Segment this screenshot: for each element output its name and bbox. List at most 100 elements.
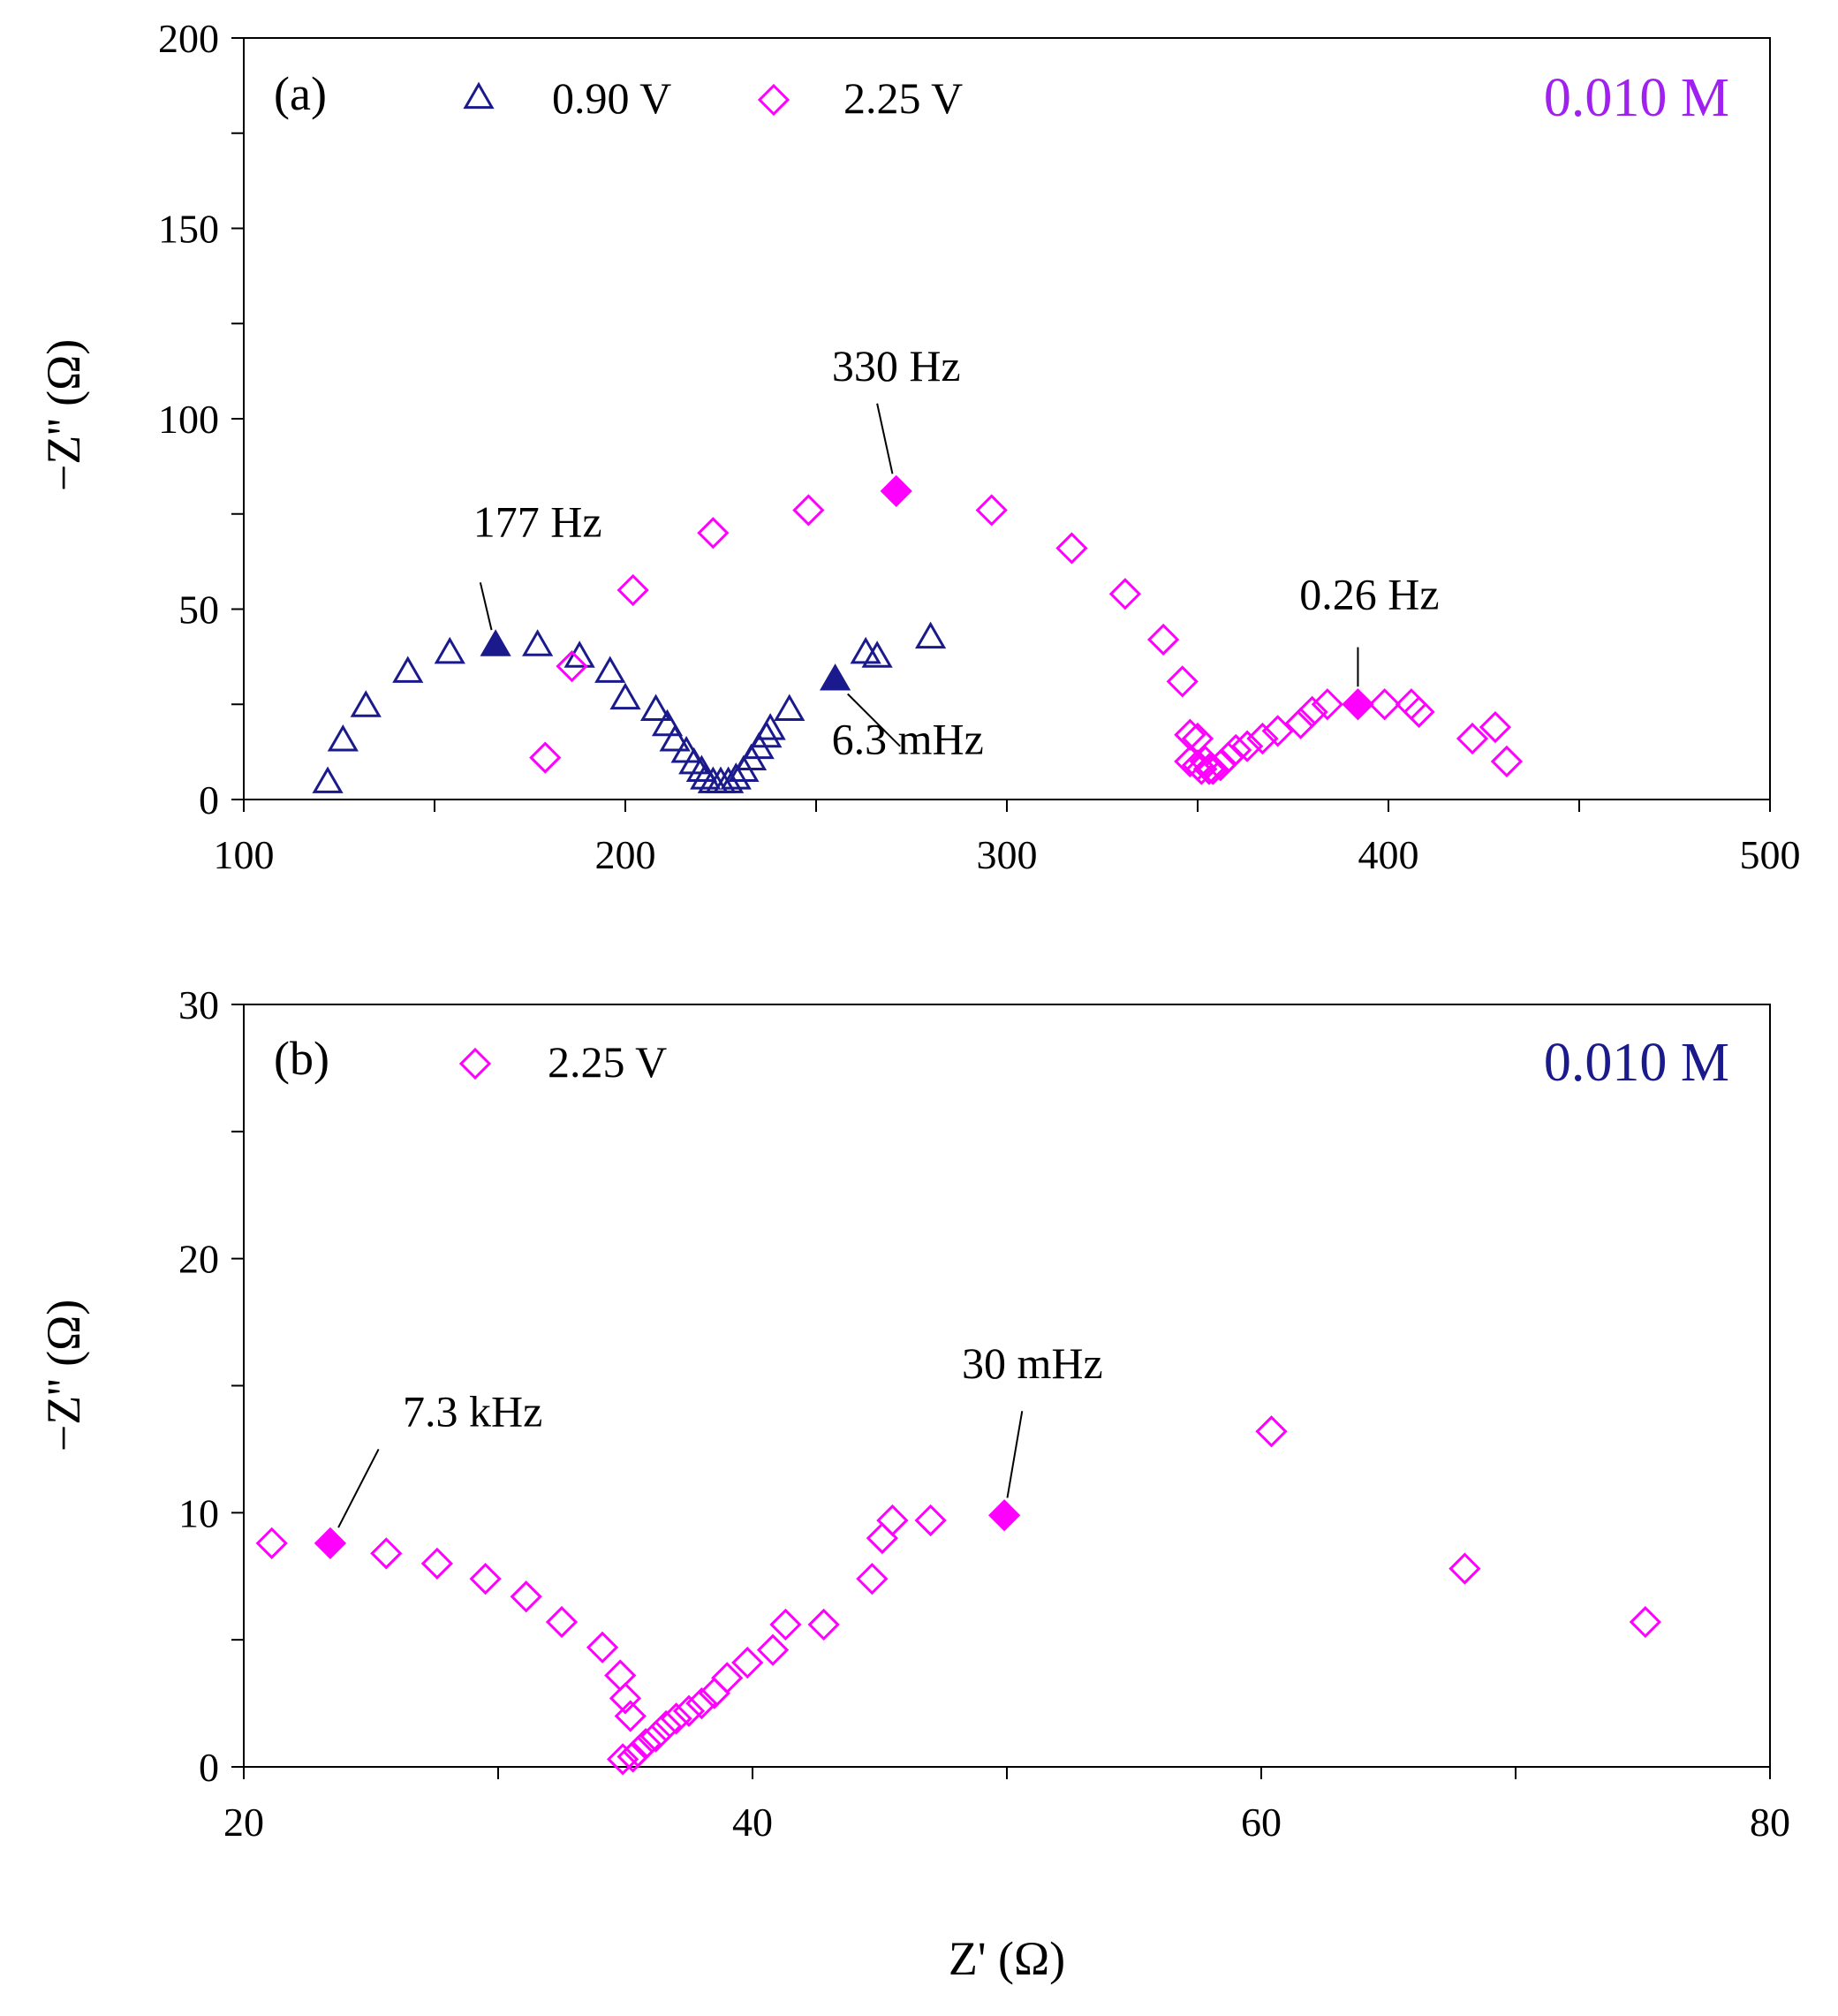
diamond-point bbox=[1204, 749, 1237, 782]
diamond-point bbox=[697, 517, 730, 549]
y-tick-label: 0 bbox=[199, 1745, 219, 1790]
legend-label-2.25v: 2.25 V bbox=[548, 1037, 667, 1087]
diamond-point bbox=[586, 1631, 619, 1664]
panel-a: (a) 0.010 M −Z'' (Ω) 0.90 V 2.25 V 100 20… bbox=[37, 16, 1801, 877]
diamond-point bbox=[1246, 722, 1279, 755]
diamond-point bbox=[1284, 707, 1317, 739]
panel-b: (b) 0.010 M −Z'' (Ω) Z' (Ω) 2.25 V 20 40 6… bbox=[37, 982, 1790, 1985]
diamond-point bbox=[685, 1686, 718, 1720]
diamond-point bbox=[1212, 741, 1244, 774]
annotation-leader-line bbox=[876, 403, 894, 474]
diamond-point bbox=[731, 1646, 764, 1679]
panel-b-label: (b) bbox=[274, 1032, 329, 1085]
diamond-point bbox=[1368, 688, 1401, 721]
legend-diamond-marker-shape bbox=[757, 83, 790, 117]
series-0.90v bbox=[312, 621, 947, 793]
panel-b-x-axis-title: Z' (Ω) bbox=[949, 1932, 1065, 1985]
triangle-point bbox=[774, 693, 806, 722]
panel-a-label: (a) bbox=[274, 67, 327, 120]
diamond-point bbox=[1403, 695, 1435, 728]
x-tick-label: 20 bbox=[223, 1800, 264, 1845]
diamond-point bbox=[1192, 753, 1226, 785]
diamond-point bbox=[616, 573, 649, 607]
legend-diamond-marker bbox=[458, 1047, 492, 1080]
diamond-point bbox=[604, 1659, 637, 1692]
diamond-point bbox=[639, 1720, 672, 1753]
frequency-annotation: 30 mHz bbox=[962, 1338, 1103, 1388]
triangle-point bbox=[754, 713, 786, 740]
triangle-point bbox=[659, 724, 691, 752]
frequency-annotation: 6.3 mHz bbox=[832, 714, 984, 763]
annotation-leader-line bbox=[1006, 1411, 1024, 1498]
panel-a-legend: 0.90 V 2.25 V bbox=[463, 73, 963, 123]
diamond-point bbox=[1629, 1605, 1662, 1639]
diamond-point bbox=[1185, 753, 1218, 785]
x-tick-label: 200 bbox=[595, 832, 656, 877]
panel-a-concentration-label: 0.010 M bbox=[1544, 68, 1729, 128]
panel-b-legend: 2.25 V bbox=[458, 1037, 667, 1087]
diamond-point bbox=[876, 1504, 909, 1537]
highlighted-diamond-point bbox=[880, 474, 912, 508]
diamond-point bbox=[622, 1735, 654, 1768]
series-2.25v bbox=[255, 1415, 1662, 1776]
diamond-point bbox=[545, 1605, 579, 1639]
y-tick-label: 100 bbox=[158, 397, 219, 442]
triangle-point bbox=[639, 693, 672, 722]
triangle-point bbox=[850, 636, 881, 664]
y-tick-label: 20 bbox=[178, 1237, 219, 1282]
diamond-point bbox=[1479, 710, 1512, 744]
diamond-point bbox=[711, 1662, 744, 1694]
diamond-point bbox=[649, 1709, 683, 1743]
panel-b-concentration-label: 0.010 M bbox=[1544, 1033, 1729, 1093]
diamond-point bbox=[807, 1608, 840, 1641]
highlighted-diamond-point bbox=[1342, 688, 1374, 721]
y-tick-label: 0 bbox=[199, 777, 219, 822]
diamond-point bbox=[756, 1633, 790, 1666]
diamond-point bbox=[769, 1608, 802, 1641]
diamond-point bbox=[370, 1537, 403, 1570]
y-tick-label: 200 bbox=[158, 16, 219, 61]
legend-diamond-marker-shape bbox=[458, 1047, 492, 1080]
diamond-point bbox=[1055, 532, 1088, 565]
diamond-point bbox=[1448, 1552, 1481, 1585]
x-tick-label: 300 bbox=[977, 832, 1038, 877]
diamond-point bbox=[1255, 1415, 1288, 1448]
x-tick-label: 500 bbox=[1740, 832, 1801, 877]
legend-diamond-marker bbox=[757, 83, 790, 117]
triangle-point bbox=[720, 762, 752, 790]
triangle-point bbox=[915, 621, 947, 649]
diamond-point bbox=[1108, 578, 1142, 610]
annotation-leader-line bbox=[847, 693, 901, 747]
diamond-point bbox=[469, 1563, 502, 1595]
y-tick-label: 150 bbox=[158, 207, 219, 252]
diamond-point bbox=[420, 1547, 454, 1580]
legend-triangle-marker-shape bbox=[463, 81, 495, 110]
frequency-annotation: 177 Hz bbox=[473, 497, 602, 547]
series-2.25v bbox=[529, 474, 1524, 785]
triangle-point bbox=[594, 656, 626, 683]
diamond-point bbox=[1231, 730, 1264, 762]
diamond-point bbox=[1261, 715, 1294, 747]
x-tick-label: 80 bbox=[1750, 1800, 1790, 1845]
triangle-point bbox=[350, 690, 382, 717]
triangle-point bbox=[312, 766, 344, 793]
diamond-point bbox=[629, 1727, 662, 1761]
highlighted-triangle-point bbox=[480, 629, 511, 656]
highlighted-diamond-point bbox=[314, 1527, 347, 1559]
diamond-point bbox=[660, 1702, 692, 1735]
triangle-point bbox=[327, 724, 359, 752]
x-tick-label: 60 bbox=[1241, 1800, 1282, 1845]
annotation-leader-line bbox=[337, 1448, 380, 1528]
x-tick-label: 40 bbox=[732, 1800, 773, 1845]
diamond-point bbox=[1296, 695, 1328, 728]
triangle-point bbox=[861, 640, 893, 668]
legend-label-2.25v: 2.25 V bbox=[843, 73, 963, 123]
diamond-point bbox=[672, 1694, 706, 1727]
diamond-point bbox=[1311, 688, 1344, 721]
diamond-point bbox=[255, 1527, 288, 1559]
diamond-point bbox=[1220, 733, 1252, 767]
x-tick-label: 400 bbox=[1358, 832, 1419, 877]
diamond-point bbox=[975, 494, 1008, 527]
x-tick-label: 100 bbox=[214, 832, 275, 877]
